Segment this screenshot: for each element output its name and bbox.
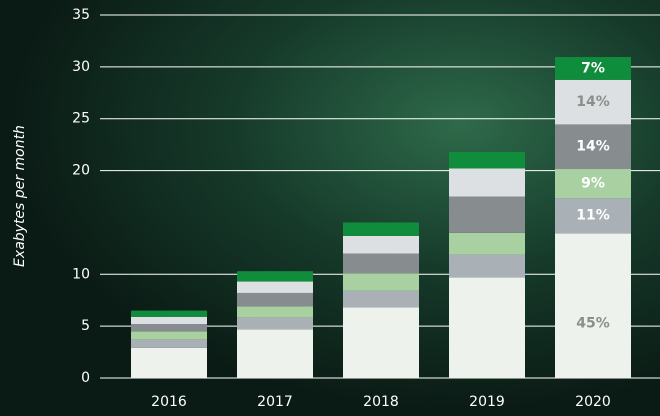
bar-segment (555, 233, 631, 378)
segment-label: 9% (581, 176, 605, 192)
y-tick-label: 10 (72, 266, 90, 282)
bar-segment (131, 348, 207, 378)
bar-segment (449, 277, 525, 378)
bar-segment (237, 318, 313, 329)
bar-segment (449, 197, 525, 233)
y-tick-label: 20 (72, 163, 90, 179)
y-tick-label: 0 (81, 370, 90, 386)
y-tick-label: 5 (81, 318, 90, 334)
segment-label: 14% (576, 139, 610, 155)
segment-label: 7% (581, 60, 605, 76)
bar-segment (237, 306, 313, 317)
y-tick-label: 35 (72, 7, 90, 23)
bar-segment (449, 255, 525, 278)
bar-segment (131, 317, 207, 324)
bar-segment (343, 291, 419, 308)
bar-segment (237, 271, 313, 281)
y-tick-label: 25 (72, 111, 90, 127)
bar-segment (449, 152, 525, 169)
y-axis-label: Exabytes per month (12, 125, 28, 267)
bar-segment (131, 324, 207, 331)
bar-segment (131, 311, 207, 317)
bar-segment (131, 340, 207, 348)
bar-segment (343, 222, 419, 235)
segment-label: 11% (576, 208, 610, 224)
x-tick-label: 2020 (575, 394, 611, 410)
chart: Exabytes per month 0 5 10 20 25 30 35 2016 2017 2… (0, 0, 660, 416)
bar-segment (343, 236, 419, 254)
segment-label: 14% (576, 94, 610, 110)
x-tick-label: 2018 (363, 394, 399, 410)
bar-segment (237, 293, 313, 306)
bar-segment (449, 233, 525, 255)
bar-segment (343, 273, 419, 291)
page: {"chart_data": {"type": "stacked-bar", "… (0, 0, 660, 416)
bar-segment (343, 254, 419, 274)
segment-label: 45% (576, 316, 610, 332)
bar-segment (449, 168, 525, 196)
bar-segment (237, 282, 313, 293)
x-tick-label: 2017 (257, 394, 293, 410)
y-tick-label: 30 (72, 59, 90, 75)
bar-segment (237, 329, 313, 378)
x-tick-label: 2019 (469, 394, 505, 410)
x-tick-label: 2016 (151, 394, 187, 410)
bar-segment (343, 307, 419, 378)
bar-segment (131, 331, 207, 339)
